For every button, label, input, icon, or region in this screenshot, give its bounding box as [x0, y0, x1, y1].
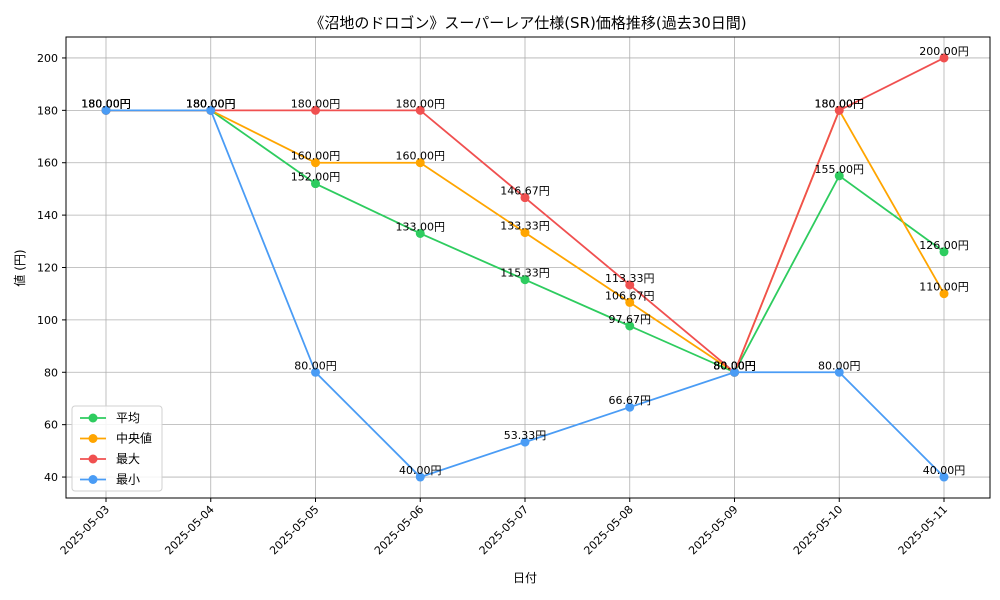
data-label: 115.33円	[500, 267, 550, 280]
legend-box	[71, 405, 163, 492]
data-label: 40.00円	[399, 464, 442, 477]
data-label: 80.00円	[713, 359, 756, 372]
y-tick-label: 60	[44, 419, 58, 432]
data-label: 133.00円	[396, 220, 446, 233]
data-label: 40.00円	[923, 464, 966, 477]
data-label: 180.00円	[186, 97, 236, 110]
data-point	[520, 228, 530, 238]
data-point	[939, 247, 949, 257]
data-label: 80.00円	[713, 359, 756, 372]
data-label: 133.33円	[500, 220, 550, 233]
legend-item: 中央値	[80, 431, 152, 446]
data-point	[834, 171, 844, 181]
data-point	[415, 472, 425, 482]
data-label: 180.00円	[815, 97, 865, 110]
data-label: 200.00円	[919, 45, 969, 58]
data-point	[834, 105, 844, 115]
legend-marker	[88, 454, 98, 464]
data-point	[625, 402, 635, 412]
legend-item: 最小	[80, 473, 140, 487]
data-point	[520, 275, 530, 285]
y-tick-label: 80	[44, 366, 58, 379]
y-tick-label: 160	[37, 157, 58, 170]
legend-item: 最大	[80, 452, 140, 466]
data-label: 180.00円	[81, 97, 131, 110]
legend-item: 平均	[80, 411, 140, 425]
data-labels: 180.00円 180.00円 152.00円 133.00円 115.33円 97.67…	[81, 45, 969, 477]
y-tick-label: 140	[37, 209, 58, 222]
data-label: 160.00円	[396, 150, 446, 163]
data-label: 146.67円	[500, 185, 550, 198]
data-point	[730, 367, 739, 377]
y-tick-label: 40	[44, 471, 58, 484]
series-group	[101, 53, 949, 482]
data-label: 180.00円	[186, 97, 236, 110]
y-tick-label: 120	[37, 262, 58, 275]
legend-label: 最小	[116, 473, 140, 487]
data-point	[101, 105, 111, 115]
data-label: 180.00円	[291, 97, 341, 110]
x-axis-label: 日付	[513, 571, 537, 585]
legend-marker	[88, 434, 98, 443]
data-point	[311, 179, 320, 189]
data-point	[520, 437, 530, 447]
data-point	[625, 280, 635, 290]
data-point	[520, 193, 530, 203]
data-label: 126.00円	[919, 239, 969, 252]
data-label: 66.67円	[609, 394, 652, 407]
data-point	[939, 53, 949, 63]
data-label: 80.00円	[713, 359, 756, 372]
data-label: 180.00円	[396, 97, 446, 110]
data-label: 80.00円	[294, 359, 337, 372]
data-label: 113.33円	[605, 272, 655, 285]
data-label: 180.00円	[186, 97, 236, 110]
y-tick-label: 200	[37, 52, 58, 65]
data-label: 155.00円	[815, 163, 865, 176]
data-point	[415, 228, 425, 238]
data-point	[625, 297, 635, 307]
legend-label: 平均	[116, 411, 140, 425]
legend-marker	[88, 475, 98, 484]
data-label: 110.00円	[919, 281, 969, 294]
data-point	[311, 158, 320, 168]
data-label: 53.33円	[504, 429, 547, 442]
data-point	[939, 472, 949, 482]
chart-title: 《沼地のドロゴン》スーパーレア仕様(SR)価格推移(過去30日間)	[309, 14, 746, 32]
data-label: 180.00円	[815, 97, 865, 110]
y-axis: 40 60 80 100 120 140 160 180 200	[37, 52, 66, 484]
data-label: 106.67円	[605, 289, 655, 302]
data-point	[415, 158, 425, 168]
data-point	[834, 367, 844, 377]
data-point	[415, 105, 425, 115]
legend-label: 中央値	[116, 431, 152, 446]
y-tick-label: 100	[37, 314, 58, 327]
data-label: 180.00円	[81, 97, 131, 110]
y-axis-label: 値 (円)	[12, 249, 27, 286]
data-point	[311, 105, 320, 115]
data-label: 180.00円	[186, 97, 236, 110]
data-label: 180.00円	[81, 97, 131, 110]
data-label: 160.00円	[291, 150, 341, 163]
series-最小	[101, 105, 949, 482]
legend-label: 最大	[116, 452, 140, 466]
legend-marker	[88, 413, 98, 423]
data-label: 80.00円	[818, 359, 861, 372]
data-label: 180.00円	[81, 97, 131, 110]
data-point	[206, 105, 216, 115]
data-label: 80.00円	[713, 359, 756, 372]
data-label: 152.00円	[291, 171, 341, 184]
data-point	[625, 321, 635, 331]
data-point	[311, 367, 320, 377]
data-label: 97.67円	[609, 313, 652, 326]
data-point	[939, 289, 949, 299]
y-tick-label: 180	[37, 104, 58, 117]
